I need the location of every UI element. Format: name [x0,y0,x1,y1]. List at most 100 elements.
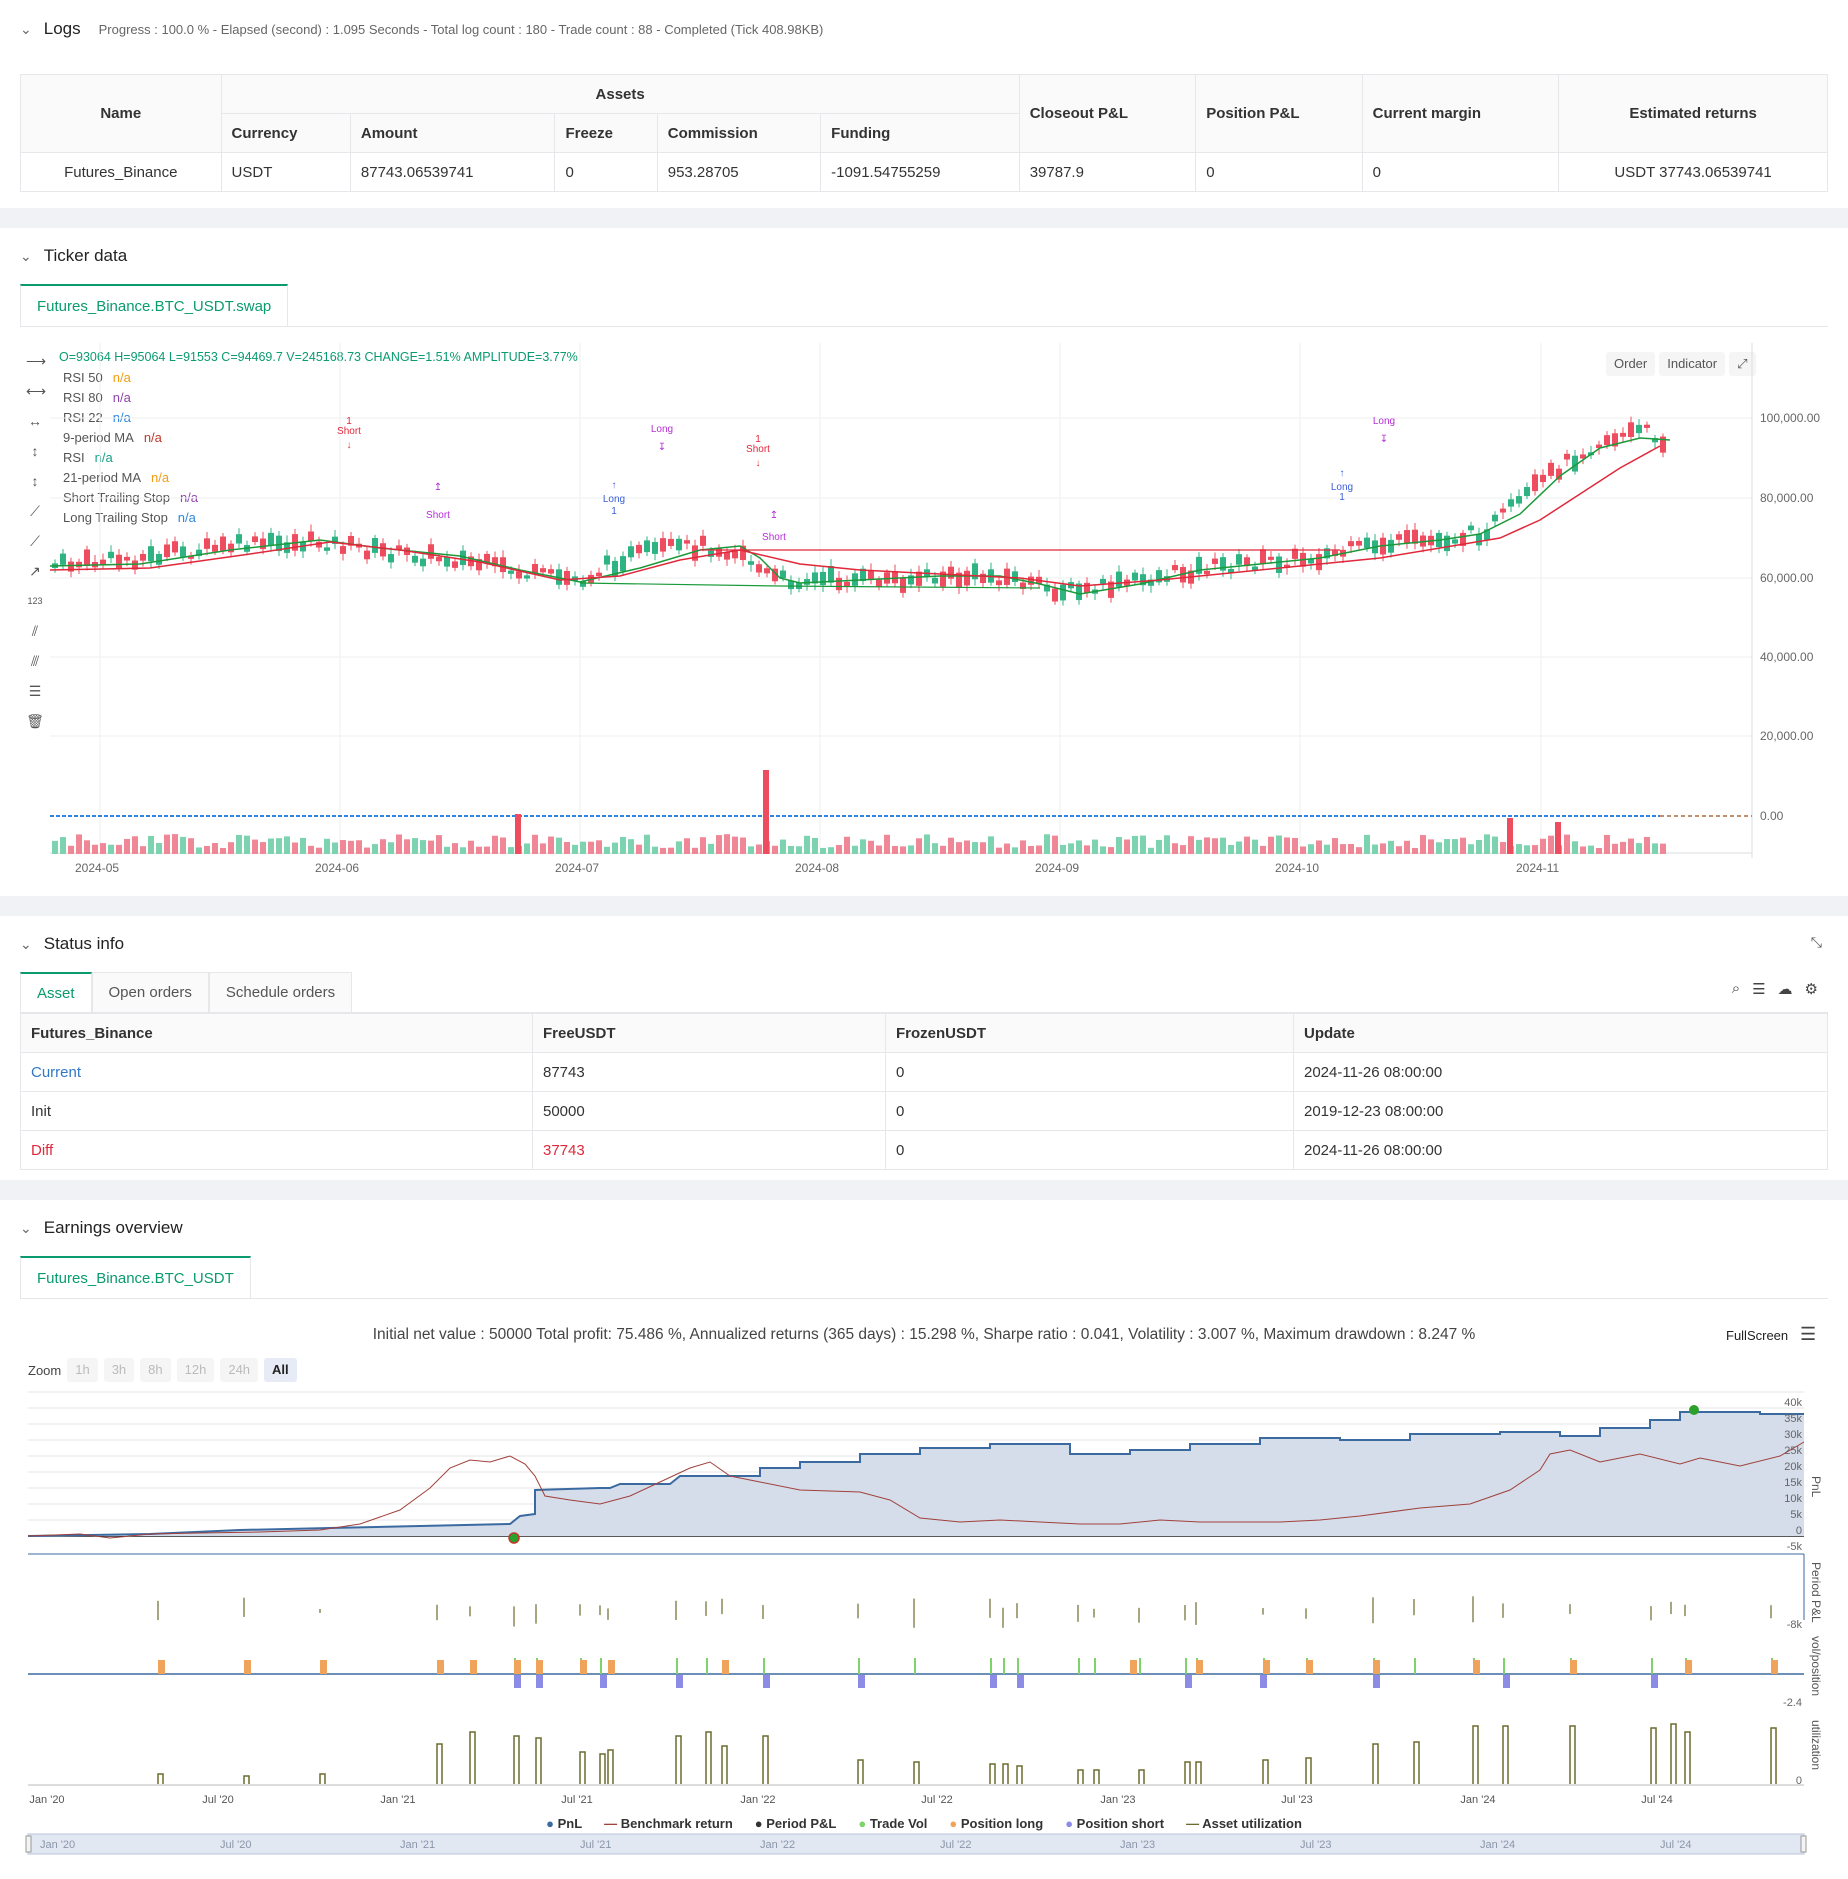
vertical-line-icon[interactable]: ↕ [31,443,39,459]
expand-icon[interactable]: ⤢ [1729,352,1756,376]
horizontal-ray-icon[interactable]: ⟷ [26,383,47,399]
tab-btc-usdt[interactable]: Futures_Binance.BTC_USDT [20,1256,251,1298]
collapse-icon[interactable]: ⤡ [1810,934,1822,950]
price-label-icon[interactable]: 123 [27,596,43,606]
legend-position-short[interactable]: ● Position short [1065,1816,1165,1831]
zoom-3h[interactable]: 3h [103,1358,135,1382]
candle [1396,534,1402,540]
zoom-12h[interactable]: 12h [176,1358,215,1382]
legend-item[interactable]: 21-period MA n/a [63,470,170,485]
fibonacci-icon[interactable]: ⫻ [30,653,40,669]
search-icon[interactable]: ⌕ [1731,980,1741,997]
zoom-all[interactable]: All [264,1358,297,1382]
vertical-segment-icon[interactable]: ↕ [31,473,39,489]
candle [492,557,498,567]
navigator-handle-right [1800,1835,1807,1853]
tab-schedule-orders[interactable]: Schedule orders [208,972,353,1012]
volume-bar [1044,834,1050,854]
chevron-down-icon[interactable]: ⌄ [20,1219,32,1236]
menu-icon[interactable]: ☰ [1800,1324,1817,1344]
arrow-down-icon: ↓ [347,440,352,451]
horizontal-line-icon[interactable]: ⟶ [26,353,47,369]
candle [396,545,402,551]
cell-free: 37743 [532,1130,886,1170]
position-tick: -2.4 [1783,1697,1802,1709]
candle [388,554,394,563]
trade-vol-bar [1017,1658,1019,1674]
position-short-bar [1503,1675,1510,1688]
volume-bar [572,844,578,854]
candle [868,569,874,579]
logs-header[interactable]: ⌄ Logs Progress : 100.0 % - Elapsed (sec… [20,19,823,39]
ma21-line [49,445,1661,587]
candlestick-chart[interactable]: 100,000.00 80,000.00 60,000.00 40,000.00… [0,228,1848,896]
table-row: Current 87743 0 2024-11-26 08:00:00 [20,1052,1828,1092]
volume-bar [940,845,946,854]
logs-section: ⌄ Logs Progress : 100.0 % - Elapsed (sec… [0,0,1848,208]
list-icon[interactable]: ☰ [1752,981,1766,998]
legend-trade-vol[interactable]: ● Trade Vol [858,1816,928,1831]
legend-item[interactable]: 9-period MA n/a [63,430,162,445]
legend-asset-utilization[interactable]: — Asset utilization [1186,1816,1302,1831]
volume-bar [1436,842,1442,854]
chevron-down-icon[interactable]: ⌄ [20,935,32,952]
candle [1620,432,1626,437]
ticker-tabs: Futures_Binance.BTC_USDT.swap [20,284,1828,327]
volume-bar [1348,844,1354,854]
pnl-tick: 0 [1796,1525,1802,1537]
chevron-down-icon[interactable]: ⌄ [20,20,32,37]
utilization-bar [513,1735,520,1784]
candle [844,581,850,587]
extended-line-icon[interactable]: ↔ [28,413,42,429]
tab-asset[interactable]: Asset [20,972,92,1012]
legend-item[interactable]: Long Trailing Stop n/a [63,510,196,525]
y-tick: 80,000.00 [1760,491,1814,505]
volume-bar [948,837,954,854]
indicator-button[interactable]: Indicator [1659,352,1726,376]
zoom-24h[interactable]: 24h [220,1358,259,1382]
volume-bar [1164,835,1170,854]
candle [260,538,266,550]
legend-period-pnl[interactable]: ● Period P&L [754,1816,837,1831]
arrow-down-icon: ↓ [756,458,761,469]
candle [1108,581,1114,598]
candle [732,550,738,559]
chevron-down-icon[interactable]: ⌄ [20,247,32,264]
legend-pnl[interactable]: ● PnL [546,1816,583,1831]
volume-bar [60,837,66,854]
volume-bar [1644,836,1650,854]
trade-marker-label: Short [426,510,450,521]
tab-btc-swap[interactable]: Futures_Binance.BTC_USDT.swap [20,284,289,326]
zoom-8h[interactable]: 8h [140,1358,171,1382]
candle [124,556,130,561]
ticker-header[interactable]: ⌄ Ticker data [20,246,127,266]
row-label-current[interactable]: Current [20,1052,533,1092]
tab-open-orders[interactable]: Open orders [91,972,209,1012]
volume-bar [436,835,442,854]
volume-bar [484,846,490,854]
x-tick: Jan '23 [1100,1794,1135,1806]
legend-item[interactable]: RSI 50 n/a [63,370,131,385]
earnings-chart[interactable]: 40k 35k 30k 25k 20k 15k 10k 5k 0 -5k -8k… [0,1200,1848,1879]
parallel-channel-icon[interactable]: ⫽ [31,623,39,639]
zoom-1h[interactable]: 1h [67,1358,98,1382]
volume-bar [444,846,450,854]
arrow-line-icon[interactable]: ↗ [29,563,41,579]
status-header[interactable]: ⌄ Status info [20,934,124,954]
earnings-header[interactable]: ⌄ Earnings overview [20,1218,183,1238]
legend-item[interactable]: RSI 80 n/a [63,390,131,405]
arrow-down-icon: ↧ [1380,434,1388,445]
position-long-bar [1130,1660,1137,1674]
ray-line-icon[interactable]: ⟋ [30,533,40,549]
legend-item[interactable]: RSI n/a [63,450,113,465]
cloud-download-icon[interactable]: ☁ [1777,981,1793,998]
legend-position-long[interactable]: ● Position long [949,1816,1044,1831]
horizontal-lines-icon[interactable]: ☰ [28,683,42,699]
gear-icon[interactable]: ⚙ [1804,981,1818,998]
legend-benchmark[interactable]: — Benchmark return [604,1816,733,1831]
candle [1292,548,1298,559]
trend-line-icon[interactable]: ⟋ [30,503,40,519]
trash-icon[interactable]: 🗑 [26,713,44,729]
fullscreen-button[interactable]: FullScreen [1726,1328,1789,1343]
order-button[interactable]: Order [1606,352,1656,376]
